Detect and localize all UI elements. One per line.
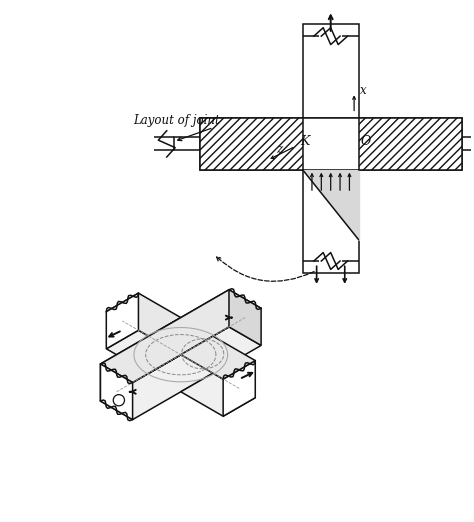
Text: O: O — [361, 135, 371, 148]
Text: K: K — [300, 135, 310, 148]
Bar — [200, 118, 462, 170]
Bar — [302, 170, 359, 272]
Text: Layout of joint: Layout of joint — [133, 114, 219, 127]
Polygon shape — [100, 327, 261, 420]
Polygon shape — [100, 290, 229, 401]
Text: z: z — [276, 143, 283, 156]
Polygon shape — [181, 336, 255, 379]
Bar — [174, 137, 200, 150]
Polygon shape — [106, 293, 138, 349]
Polygon shape — [302, 170, 359, 240]
Text: x: x — [360, 84, 367, 97]
Polygon shape — [100, 290, 261, 383]
Polygon shape — [106, 293, 181, 336]
Bar — [200, 118, 302, 170]
Polygon shape — [149, 317, 181, 373]
Polygon shape — [106, 330, 181, 373]
Bar — [462, 137, 474, 150]
Bar — [359, 118, 462, 170]
Bar — [302, 25, 359, 118]
Polygon shape — [100, 364, 133, 420]
Polygon shape — [229, 290, 261, 346]
Polygon shape — [223, 361, 255, 416]
Polygon shape — [181, 373, 255, 416]
